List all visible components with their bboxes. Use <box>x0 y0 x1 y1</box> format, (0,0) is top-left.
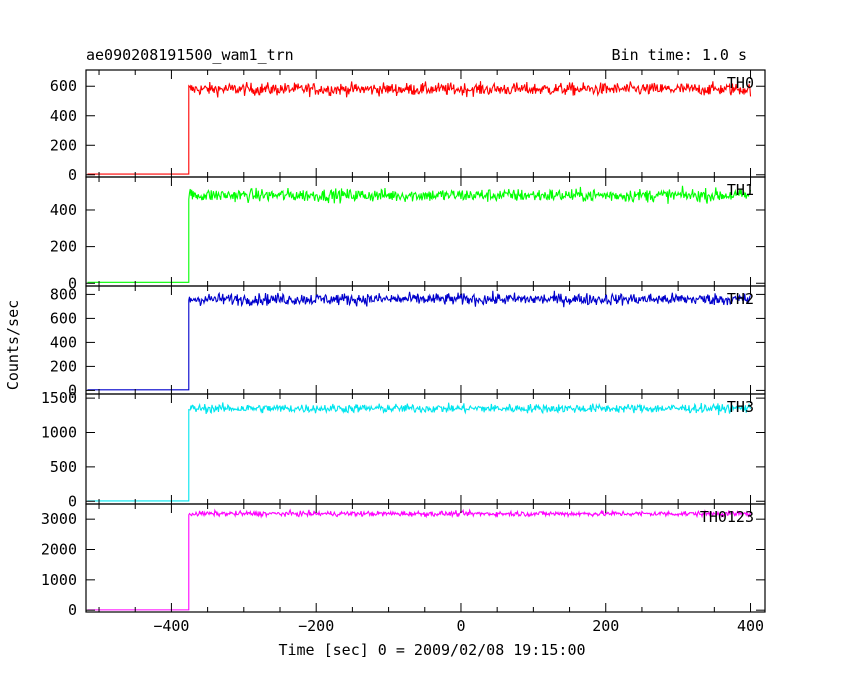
panel-th0: 0 200 400 600 TH0 <box>50 69 766 184</box>
y-axis-label: Counts/sec <box>4 300 22 390</box>
y-tick-label: 1000 <box>41 571 77 589</box>
panel-label: TH1 <box>727 181 754 199</box>
y-tick-label: 0 <box>68 381 77 399</box>
panel-frame <box>85 503 766 613</box>
y-tick-label: 400 <box>50 201 77 219</box>
y-tick-label: 200 <box>50 238 77 256</box>
panel-label: TH3 <box>727 398 754 416</box>
y-tick-label: 0 <box>68 166 77 184</box>
series-line-th0123 <box>87 508 752 611</box>
y-tick-label: 600 <box>50 77 77 95</box>
panel-th1: 0 200 400 TH1 <box>50 176 766 292</box>
panel-label: TH0 <box>727 74 754 92</box>
series-line-th0 <box>87 81 752 175</box>
panel-label: TH0123 <box>700 508 754 526</box>
x-tick-label: −400 <box>153 617 189 635</box>
x-tick-label: 0 <box>456 617 465 635</box>
panel-th0123: 0 1000 2000 3000 TH0123 <box>41 503 766 619</box>
y-tick-label: 200 <box>50 357 77 375</box>
x-tick-label: 200 <box>592 617 619 635</box>
y-tick-label: 2000 <box>41 541 77 559</box>
x-tick-label: −200 <box>298 617 334 635</box>
y-tick-label: 500 <box>50 458 77 476</box>
bin-time-label: Bin time: 1.0 s <box>612 46 747 64</box>
series-line-th2 <box>87 290 751 391</box>
y-tick-label: 1000 <box>41 424 77 442</box>
series-line-th3 <box>87 402 752 502</box>
x-tick-label: 400 <box>737 617 764 635</box>
y-tick-label: 200 <box>50 136 77 154</box>
panel-label: TH2 <box>727 290 754 308</box>
y-tick-label: 3000 <box>41 510 77 528</box>
panel-th2: 0 200 400 600 800 TH2 <box>50 285 766 399</box>
y-tick-label: 400 <box>50 107 77 125</box>
y-tick-label: 600 <box>50 309 77 327</box>
y-tick-label: 0 <box>68 601 77 619</box>
y-tick-label: 800 <box>50 285 77 303</box>
panel-th3: 0 500 1000 1500 TH3 <box>41 389 766 510</box>
y-tick-label: 400 <box>50 333 77 351</box>
y-tick-label: 0 <box>68 492 77 510</box>
x-axis-label: Time [sec] 0 = 2009/02/08 19:15:00 <box>278 641 585 659</box>
series-line-th1 <box>87 185 752 283</box>
y-tick-label: 1500 <box>41 389 77 407</box>
y-tick-label: 0 <box>68 274 77 292</box>
chart-title: ae090208191500_wam1_trn <box>86 46 294 64</box>
